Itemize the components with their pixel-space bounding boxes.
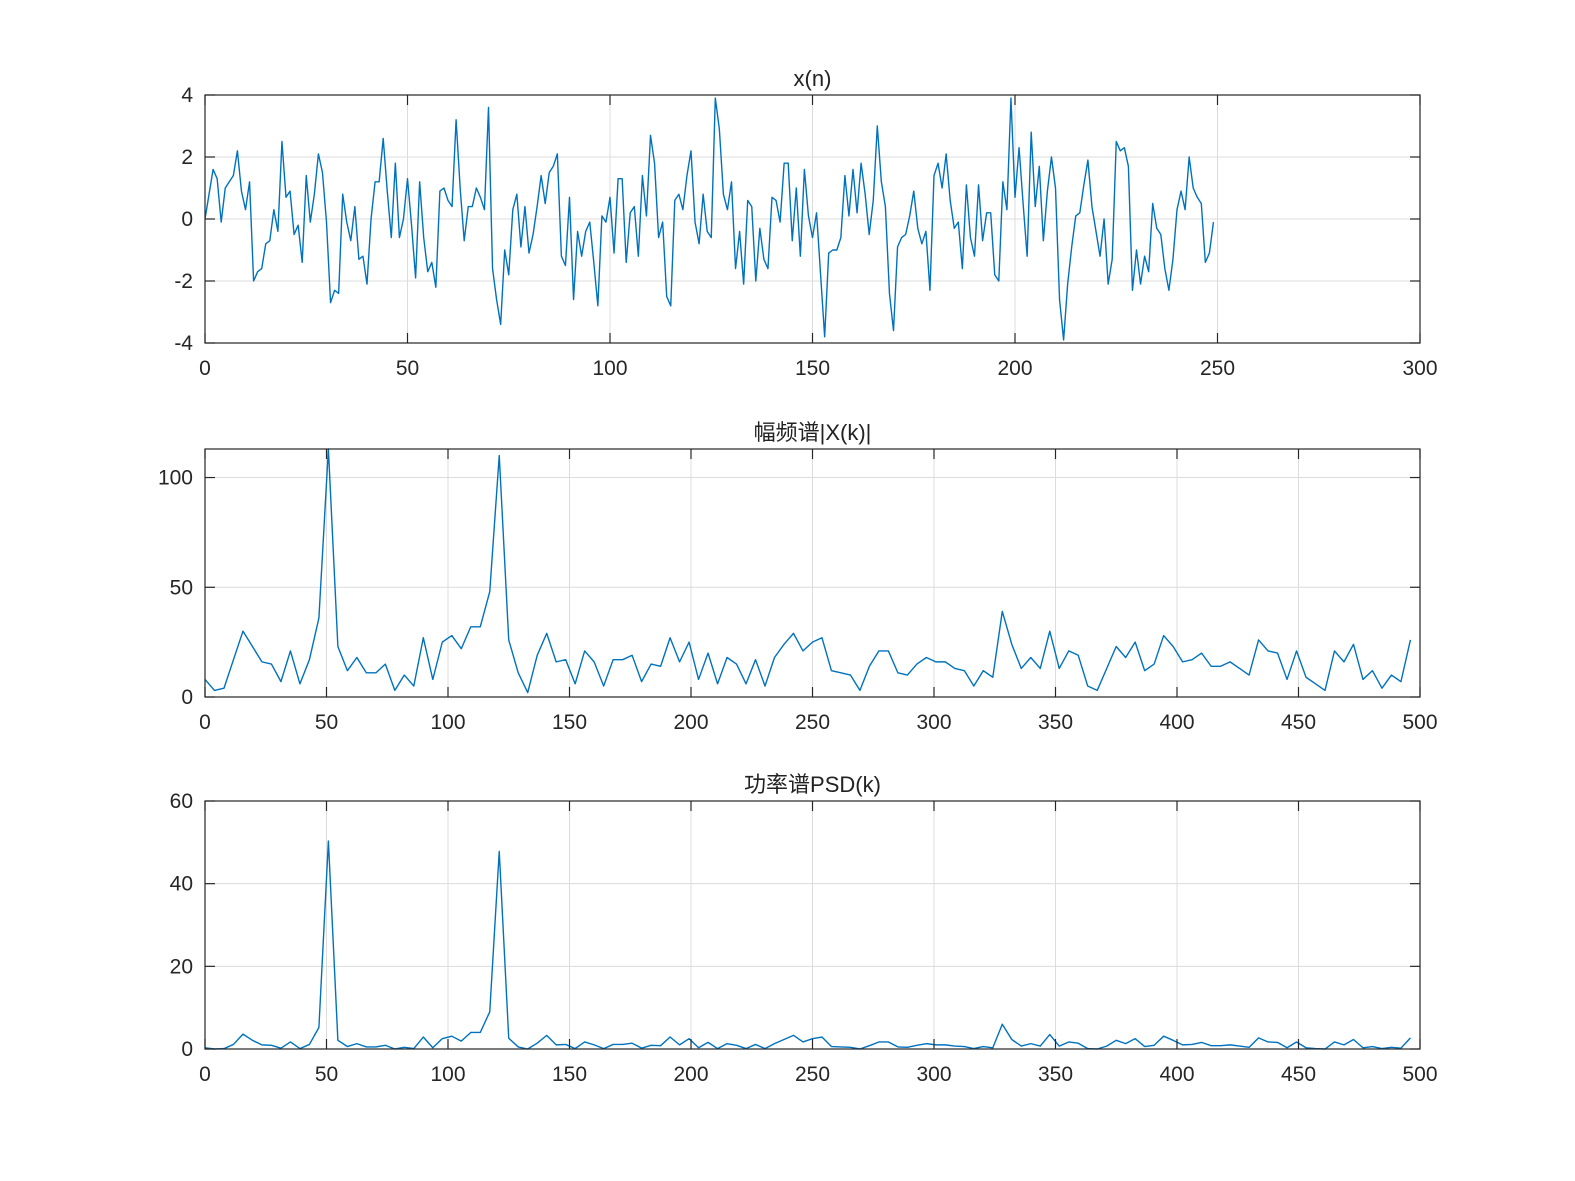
x-tick-label: 400 xyxy=(1159,711,1194,734)
y-tick-label: 100 xyxy=(158,467,193,490)
x-tick-label: 250 xyxy=(795,1063,830,1086)
x-tick-label: 50 xyxy=(315,711,338,734)
y-tick-label: 60 xyxy=(170,790,193,813)
y-tick-label: 0 xyxy=(181,1038,193,1061)
series-line-1 xyxy=(205,97,1215,341)
y-tick-label: 2 xyxy=(181,146,193,169)
x-tick-label: 300 xyxy=(1402,357,1437,380)
x-tick-label: 400 xyxy=(1159,1063,1194,1086)
chart-title: 幅频谱|X(k)| xyxy=(754,420,872,445)
x-tick-label: 150 xyxy=(552,1063,587,1086)
y-tick-label: -2 xyxy=(174,270,193,293)
x-tick-label: 300 xyxy=(916,1063,951,1086)
x-tick-label: 100 xyxy=(592,357,627,380)
x-tick-label: 0 xyxy=(199,1063,211,1086)
x-tick-label: 150 xyxy=(795,357,830,380)
x-tick-label: 200 xyxy=(673,711,708,734)
series-line-1 xyxy=(205,840,1411,1050)
x-tick-label: 50 xyxy=(315,1063,338,1086)
x-tick-label: 0 xyxy=(199,357,211,380)
subplot-1: 0 50 100 150 200 250 300 -4 -2 0 2 4 x(n) xyxy=(174,66,1437,380)
x-tick-label: 50 xyxy=(396,357,419,380)
x-tick-label: 500 xyxy=(1402,711,1437,734)
y-tick-label: 0 xyxy=(181,208,193,231)
y-tick-label: -4 xyxy=(174,332,193,355)
x-tick-label: 200 xyxy=(673,1063,708,1086)
chart-title: 功率谱PSD(k) xyxy=(744,772,881,797)
x-tick-label: 200 xyxy=(997,357,1032,380)
x-tick-label: 150 xyxy=(552,711,587,734)
y-tick-label: 0 xyxy=(181,686,193,709)
x-tick-label: 250 xyxy=(1200,357,1235,380)
chart-title: x(n) xyxy=(794,66,832,91)
y-tick-label: 40 xyxy=(170,873,193,896)
y-tick-label: 20 xyxy=(170,955,193,978)
x-tick-label: 100 xyxy=(430,1063,465,1086)
x-tick-label: 350 xyxy=(1038,711,1073,734)
x-tick-label: 300 xyxy=(916,711,951,734)
y-tick-label: 4 xyxy=(181,84,193,107)
x-tick-label: 450 xyxy=(1281,711,1316,734)
x-tick-label: 450 xyxy=(1281,1063,1316,1086)
y-tick-label: 50 xyxy=(170,576,193,599)
x-tick-label: 0 xyxy=(199,711,211,734)
subplot-2: 0 50 100 150 200 250 300 350 400 450 500 0 50 100 幅频谱|… xyxy=(158,420,1438,734)
x-tick-label: 350 xyxy=(1038,1063,1073,1086)
subplot-3: 0 50 100 150 200 250 300 350 400 450 500 0 20 40 60 功率谱… xyxy=(170,772,1438,1086)
series-line-1 xyxy=(205,448,1412,694)
x-tick-label: 500 xyxy=(1402,1063,1437,1086)
x-tick-label: 250 xyxy=(795,711,830,734)
x-tick-label: 100 xyxy=(430,711,465,734)
